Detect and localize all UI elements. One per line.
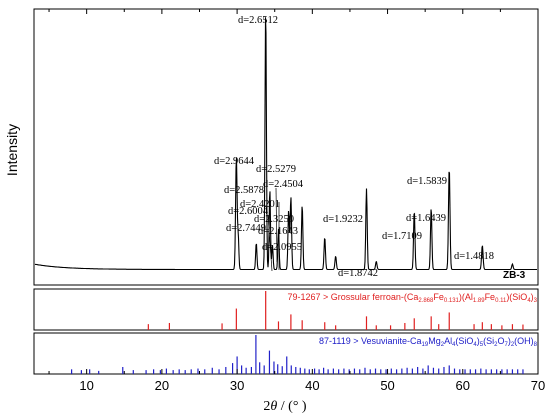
reference-label-part: )(Al [459,292,473,302]
x-tick-label: 10 [79,378,93,393]
x-tick-label: 30 [230,378,244,393]
xrd-pattern-line [34,17,537,271]
reference-label-part: 2 [511,342,515,348]
x-tick-label: 50 [380,378,394,393]
reference-label-part: Fe [485,292,496,302]
reference-label-part: 4 [473,342,477,348]
x-axis-label-theta: θ [270,399,277,414]
reference-label-part: Fe [433,292,444,302]
reference-label-part: 2 [441,342,445,348]
reference-panel-grossular: 79-1267 > Grossular ferroan-(Ca2.868Fe0.… [33,288,539,331]
reference-label-part: O [497,336,504,346]
d-spacing-label: d=2.5878 [224,185,264,196]
reference-label-part: 5 [480,342,484,348]
reference-label-part: )(SiO [506,292,527,302]
peak-pointer-line [275,187,278,263]
reference-label-part: ) [508,336,511,346]
reference-label-grossular: 79-1267 > Grossular ferroan-(Ca2.868Fe0.… [288,292,538,304]
d-spacing-label: d=1.5839 [407,176,447,187]
y-axis-label: Intensity [4,124,20,176]
main-panel-frame [33,8,539,286]
reference-label-part: (OH) [514,336,534,346]
x-tick-label: 60 [456,378,470,393]
x-tick-label: 70 [531,378,545,393]
x-axis-label-unit: / (° ) [277,399,307,414]
d-spacing-label: d=1.9232 [323,214,363,225]
reference-panel-frame [33,332,539,375]
reference-label-part: 8 [534,342,538,348]
reference-label-part: 3 [534,298,538,304]
d-spacing-label: d=2.6004 [228,206,269,217]
d-spacing-label: d=1.8742 [338,268,378,279]
reference-panel-vesuvianite: 87-1119 > Vesuvianite-Ca19Mg2Al4(SiO4)5(… [33,332,539,375]
x-axis: 10 20 30 40 50 60 70 [48,9,545,393]
reference-label-part: Al [444,336,452,346]
sample-label: ZB-3 [503,270,526,281]
peak-pointer-line [267,214,273,272]
reference-label-part: 4 [452,342,456,348]
reference-label-part: 87-1119 > Vesuvianite-Ca [319,336,422,346]
d-spacing-label: d=1.6439 [406,213,446,224]
reference-label-part: 2 [494,342,498,348]
reference-panel-frame [33,288,539,331]
reference-label-part: 4 [527,298,531,304]
reference-label-part: 0.131 [444,298,460,304]
reference-label-part: 0.11 [495,298,507,304]
reference-label-part: ) [477,336,480,346]
d-spacing-label: d=2.4504 [263,179,304,190]
d-spacing-label: d=2.5279 [256,164,296,175]
reference-label-part: 19 [422,342,429,348]
reference-label-part: 1.89 [473,298,485,304]
d-spacing-label: d=2.1643 [258,226,298,237]
reference-label-part: 7 [504,342,508,348]
reference-label-part: ) [531,292,534,302]
d-spacing-label: d=2.4201 [240,199,280,210]
d-spacing-label: d=2.0955 [262,242,302,253]
reference-label-part: (Si [483,336,494,346]
reference-label-part: 79-1267 > Grossular ferroan-(Ca [288,292,419,302]
d-spacing-label: d=2.9644 [214,156,255,167]
d-spacing-label: d=1.7109 [382,231,422,242]
reference-label-part: Mg [428,336,441,346]
x-axis-label: 2θ / (° ) [263,399,307,414]
reference-label-part: 2.868 [418,298,434,304]
reference-label-vesuvianite: 87-1119 > Vesuvianite-Ca19Mg2Al4(SiO4)5(… [319,336,538,348]
x-tick-label: 20 [155,378,169,393]
reference-label-part: (SiO [455,336,473,346]
d-spacing-label: d=1.4818 [454,251,494,262]
d-spacing-label: d=2.6512 [238,15,278,26]
d-spacing-label: d=2.7449 [226,223,266,234]
x-tick-label: 40 [305,378,319,393]
d-spacing-label: d=2.3250 [254,214,294,225]
